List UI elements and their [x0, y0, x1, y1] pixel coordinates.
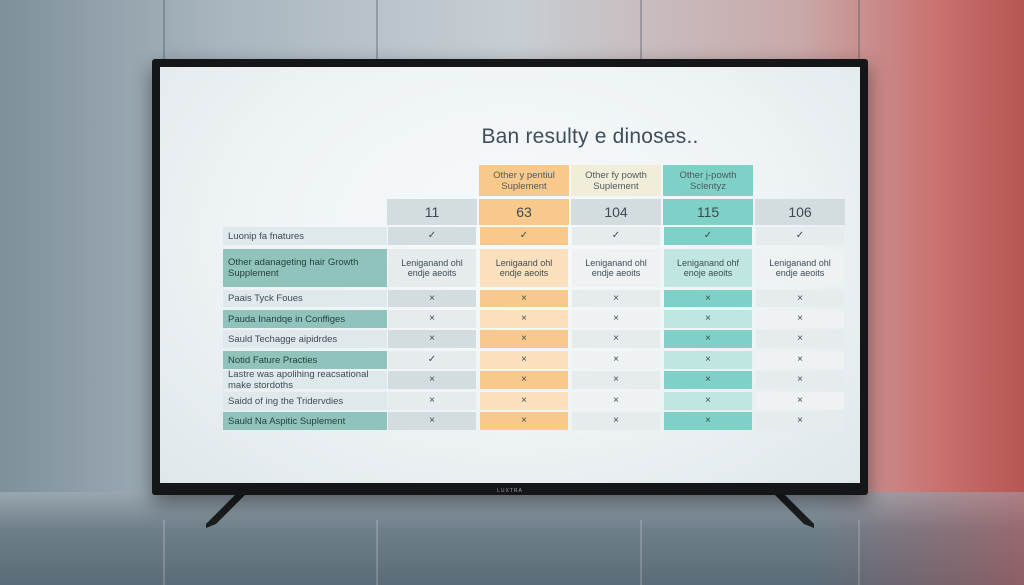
column-number: 115 — [663, 199, 753, 225]
table-cell: × — [756, 330, 844, 348]
row-label: Other adanageting hair Growth Supplement — [223, 249, 387, 287]
table-cell: × — [756, 392, 844, 410]
table-cell: × — [664, 310, 752, 328]
tv-brand-logo: LUXTRA — [497, 488, 523, 494]
table-cell: Leniganand ohl endje aeoits — [388, 249, 476, 287]
row-label: Lastre was apolihing reacsational make s… — [223, 369, 387, 391]
table-cell: × — [664, 371, 752, 389]
table-cell: × — [572, 412, 660, 430]
table-cell: × — [480, 371, 568, 389]
column-header: Other fy powth Suplement — [571, 165, 661, 196]
table-cell: Leniganand ohf enoje aeoits — [664, 249, 752, 287]
column-number: 104 — [571, 199, 661, 225]
table-cell: × — [480, 392, 568, 410]
table-cell: × — [572, 290, 660, 307]
table-cell: ✓ — [756, 227, 844, 245]
table-cell: × — [664, 290, 752, 307]
row-label: Paais Tyck Foues — [223, 290, 387, 307]
wall-panel-seam — [163, 0, 165, 60]
table-cell: × — [480, 290, 568, 307]
column-header: Other y pentiul Suplement — [479, 165, 569, 196]
table-cell: × — [756, 351, 844, 369]
table-cell: × — [572, 330, 660, 348]
floor-reflection — [376, 520, 378, 585]
table-cell: ✓ — [664, 227, 752, 245]
column-number: 11 — [387, 199, 477, 225]
table-cell: × — [664, 330, 752, 348]
table-cell: × — [572, 310, 660, 328]
table-cell: × — [756, 412, 844, 430]
table-cell: × — [388, 290, 476, 307]
table-cell: Leniganand ohl endje aeoits — [572, 249, 660, 287]
table-cell: × — [480, 412, 568, 430]
table-cell: × — [664, 412, 752, 430]
column-number: 63 — [479, 199, 569, 225]
table-cell: ✓ — [388, 351, 476, 369]
floor-reflection — [858, 520, 860, 585]
wall-panel-seam — [858, 0, 860, 60]
page-title: Ban resulty e dinoses.. — [481, 125, 699, 148]
column-number: 106 — [755, 199, 845, 225]
tv-screen: Ban resulty e dinoses.. Other y pentiul … — [160, 67, 860, 483]
table-cell: × — [480, 330, 568, 348]
table-cell: × — [388, 412, 476, 430]
row-label: Sauld Techagge aipidrdes — [223, 330, 387, 348]
wall-panel-seam — [376, 0, 378, 60]
table-cell: × — [388, 330, 476, 348]
table-cell: ✓ — [388, 227, 476, 245]
table-cell: × — [480, 310, 568, 328]
row-label: Notid Fature Practies — [223, 351, 387, 369]
column-header: Other j-powth Sclentyz — [663, 165, 753, 196]
table-cell: × — [480, 351, 568, 369]
television: Ban resulty e dinoses.. Other y pentiul … — [152, 59, 868, 495]
table-cell: × — [572, 371, 660, 389]
row-label: Saidd of ing the Tridervdies — [223, 392, 387, 410]
tv-stand-left — [206, 494, 252, 528]
table-cell: × — [756, 290, 844, 307]
table-cell: Leniganand ohl endje aeoits — [756, 249, 844, 287]
row-label: Pauda Inandqe in Conffiges — [223, 310, 387, 328]
table-cell: × — [572, 392, 660, 410]
tv-stand-right — [768, 494, 814, 528]
floor-reflection — [163, 520, 165, 585]
table-cell: ✓ — [572, 227, 660, 245]
table-cell: × — [572, 351, 660, 369]
table-cell: × — [756, 310, 844, 328]
floor — [0, 492, 1024, 585]
row-label: Sauld Na Aspitic Suplement — [223, 412, 387, 430]
table-cell: × — [388, 371, 476, 389]
table-cell: × — [664, 392, 752, 410]
table-cell: ✓ — [480, 227, 568, 245]
table-cell: × — [388, 310, 476, 328]
table-cell: × — [388, 392, 476, 410]
table-cell: × — [756, 371, 844, 389]
row-label: Luonip fa fnatures — [223, 227, 387, 245]
table-cell: Lenigaand ohl endje aeoits — [480, 249, 568, 287]
floor-reflection — [640, 520, 642, 585]
wall-panel-seam — [640, 0, 642, 60]
table-cell: × — [664, 351, 752, 369]
